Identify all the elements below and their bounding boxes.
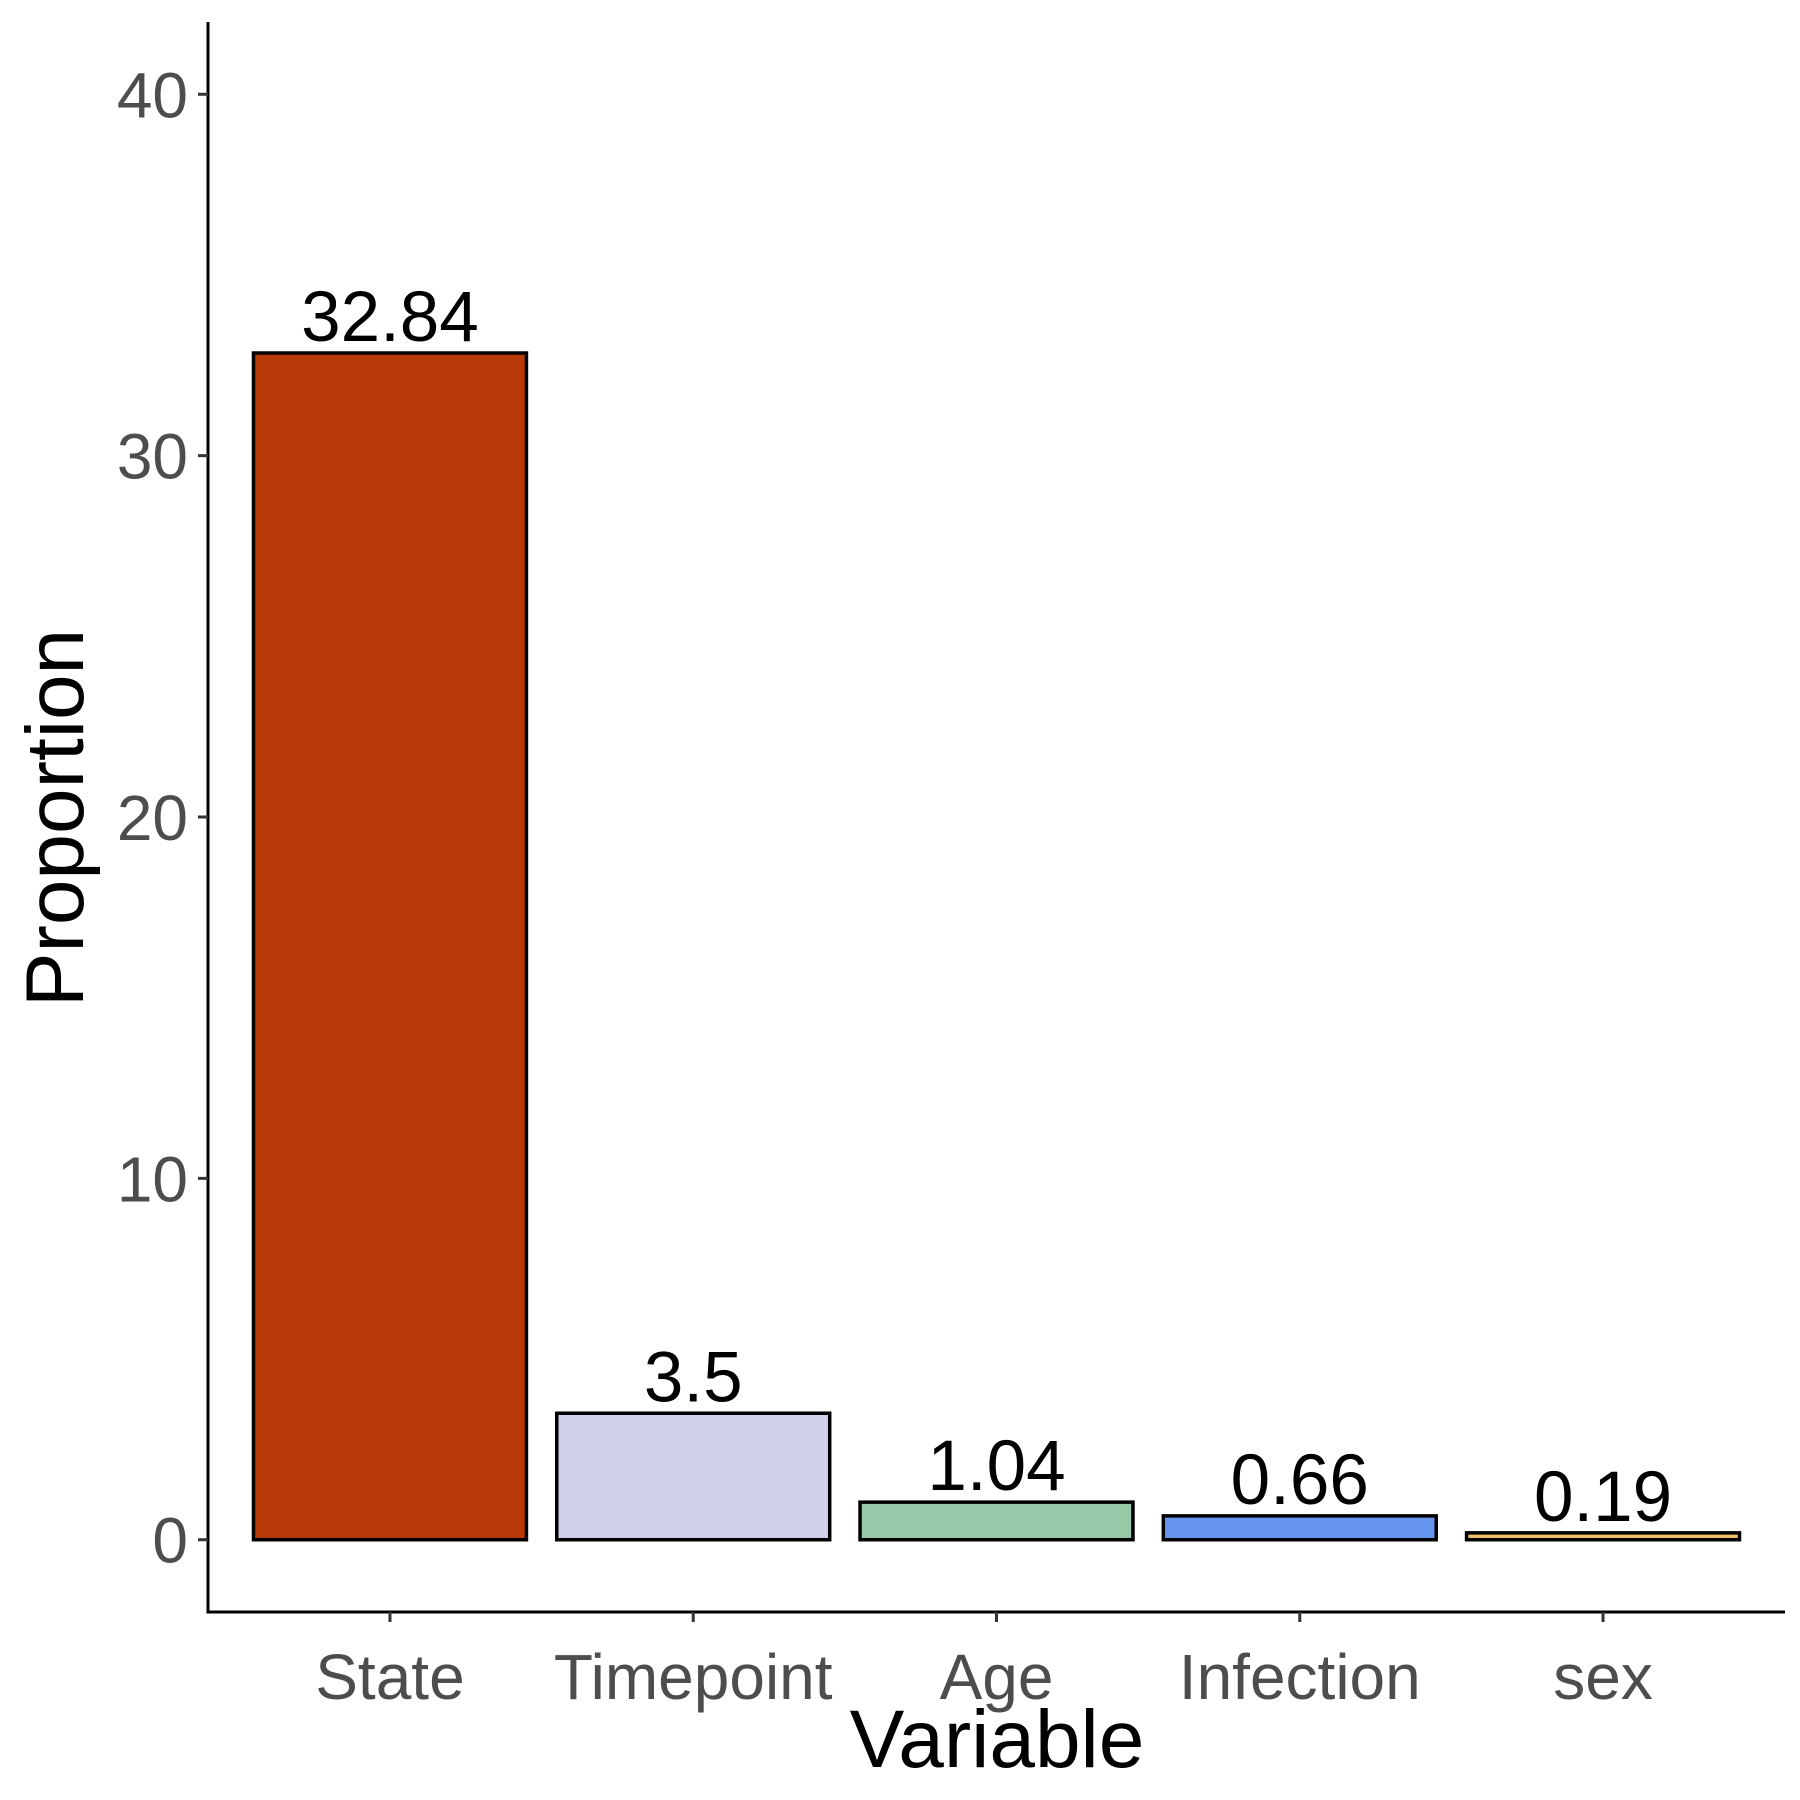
y-tick-label-0: 0	[152, 1505, 188, 1577]
x-tick-label-timepoint: Timepoint	[554, 1641, 833, 1713]
data-label-infection: 0.66	[1231, 1441, 1369, 1520]
x-tick-label-state: State	[315, 1641, 464, 1713]
bar-infection	[1161, 1514, 1438, 1542]
data-label-sex: 0.19	[1534, 1458, 1672, 1537]
y-axis: 0 10 20 30 40	[117, 22, 210, 1612]
x-axis-title: Variable	[850, 1694, 1145, 1785]
y-tick-label-40: 40	[117, 59, 188, 131]
x-ticks-group: State Timepoint Age Infection sex	[315, 1612, 1653, 1713]
plot-area: 32.84 3.5 1.04 0.66 0.19 0 10 20 30 40 State Time…	[117, 22, 1785, 1713]
y-tick-label-30: 30	[117, 421, 188, 493]
y-axis-title: Proportion	[10, 629, 101, 1007]
y-tick-label-10: 10	[117, 1143, 188, 1215]
bar-state	[251, 351, 529, 1542]
bar-age	[858, 1500, 1135, 1542]
data-labels-group: 32.84 3.5 1.04 0.66 0.19	[301, 278, 1672, 1537]
bars-group	[251, 351, 1742, 1542]
bar-sex	[1464, 1531, 1742, 1542]
x-axis: State Timepoint Age Infection sex	[206, 1610, 1785, 1713]
y-tick-label-20: 20	[117, 782, 188, 854]
x-tick-label-age: Age	[940, 1641, 1054, 1713]
y-ticks-group: 0 10 20 30 40	[117, 59, 208, 1577]
x-tick-label-infection: Infection	[1179, 1641, 1421, 1713]
data-label-state: 32.84	[301, 278, 479, 357]
x-tick-label-sex: sex	[1553, 1641, 1653, 1713]
data-label-timepoint: 3.5	[644, 1338, 743, 1417]
bar-timepoint	[555, 1411, 832, 1542]
data-label-age: 1.04	[927, 1427, 1065, 1506]
